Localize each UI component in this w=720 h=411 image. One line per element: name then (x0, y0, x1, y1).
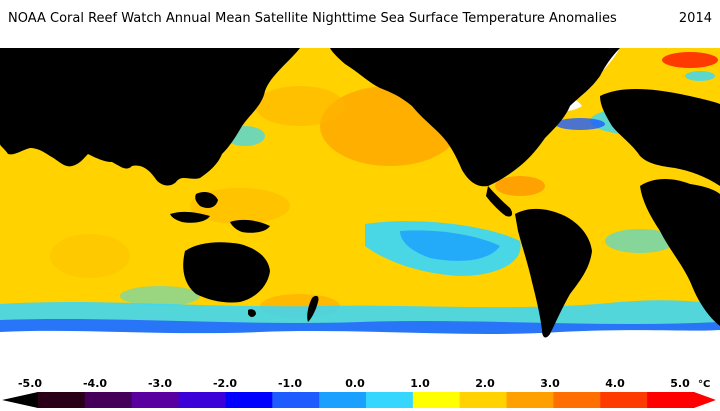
new-guinea-landmass (230, 219, 270, 233)
arctic-ice (0, 36, 720, 48)
legend-tick-labels: -5.0 -4.0 -3.0 -2.0 -1.0 0.0 1.0 2.0 3.0 4.0 5.0 (18, 377, 690, 390)
indian-ocean-warm-patch (50, 234, 130, 278)
europe-east-landmass (600, 89, 720, 186)
legend-color-swatch (319, 392, 367, 408)
legend-color-swatch (38, 392, 86, 408)
legend-tick-label: 0.0 (345, 377, 365, 390)
south-america-landmass (515, 208, 592, 338)
legend-tick-label: 5.0 (670, 377, 690, 390)
antarctica-ice (0, 330, 720, 372)
africa-landmass (640, 179, 720, 326)
central-america-landmass (486, 186, 513, 217)
south-pacific-cool-core (400, 230, 500, 261)
eurasia-landmass (0, 48, 300, 186)
map-title: NOAA Coral Reef Watch Annual Mean Satell… (8, 10, 617, 26)
legend-colorbar (2, 392, 716, 408)
legend-color-swatch (84, 392, 133, 408)
color-scale-legend: -5.0 -4.0 -3.0 -2.0 -1.0 0.0 1.0 2.0 3.0 4.0 5.0 °… (2, 377, 716, 408)
indonesia-islands (170, 211, 210, 223)
legend-min-arrow (2, 392, 38, 408)
legend-tick-label: -4.0 (83, 377, 107, 390)
legend-color-swatch (647, 392, 695, 408)
legend-color-swatch (272, 392, 320, 408)
madagascar-landmass (699, 262, 709, 281)
legend-color-swatch (553, 392, 601, 408)
north-atlantic-cold-core (555, 118, 605, 130)
arctic-hot-spot-east (662, 52, 718, 68)
legend-tick-label: -1.0 (278, 377, 302, 390)
indian-ocean-cool-patch (120, 286, 200, 306)
legend-color-swatch (412, 392, 461, 408)
legend-color-swatch (600, 392, 648, 408)
legend-tick-label: -3.0 (148, 377, 172, 390)
barents-cool-spot (685, 71, 715, 81)
legend-color-swatch (225, 392, 273, 408)
tasmania-landmass (248, 309, 256, 317)
southern-ocean-cold-band (0, 319, 720, 336)
north-pacific-warm-patch-2 (255, 86, 345, 126)
legend-color-swatch (131, 392, 180, 408)
north-america-landmass (330, 48, 620, 187)
legend-unit-label: °C (698, 379, 710, 390)
south-atlantic-cool-patch (605, 229, 675, 253)
legend-max-arrow (694, 392, 716, 408)
new-zealand-landmass (307, 295, 319, 322)
legend-color-swatch (366, 392, 414, 408)
borneo-landmass (195, 192, 218, 208)
legend-tick-label: 3.0 (540, 377, 560, 390)
eastern-pacific-warm-patch (495, 176, 545, 196)
legend-tick-label: 1.0 (410, 377, 430, 390)
header: NOAA Coral Reef Watch Annual Mean Satell… (0, 0, 720, 36)
legend-color-swatch (178, 392, 226, 408)
japan-landmass (225, 114, 245, 138)
legend-tick-label: -2.0 (213, 377, 237, 390)
legend-tick-label: 2.0 (475, 377, 495, 390)
legend-color-swatch (506, 392, 554, 408)
legend-color-swatch (459, 392, 508, 408)
sst-anomaly-map (0, 36, 720, 372)
legend-tick-label: 4.0 (605, 377, 625, 390)
australia-landmass (183, 242, 270, 303)
legend-tick-label: -5.0 (18, 377, 42, 390)
map-year: 2014 (678, 10, 712, 26)
